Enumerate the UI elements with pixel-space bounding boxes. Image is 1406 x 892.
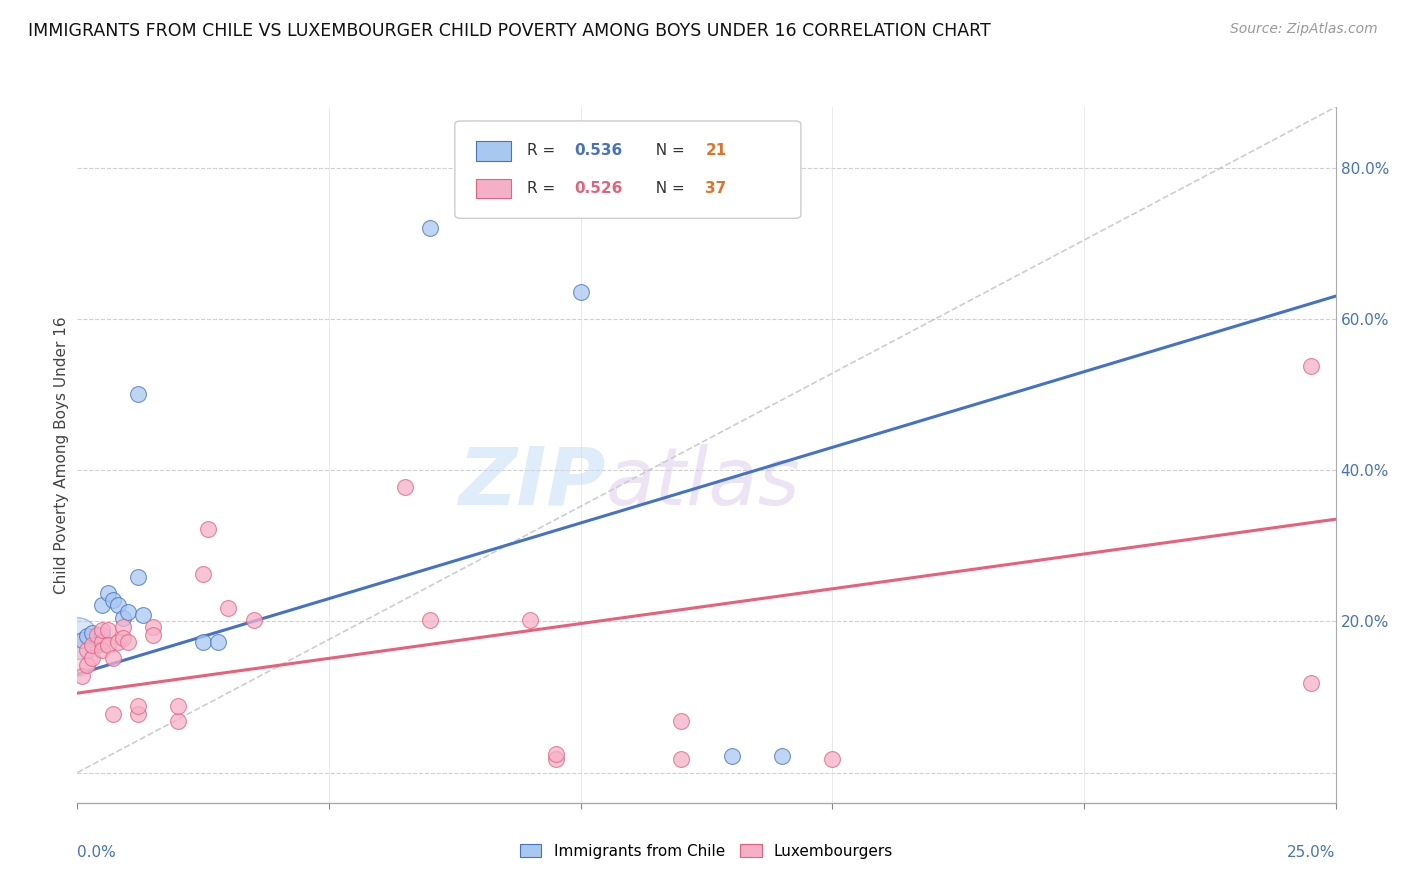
Point [720, 748, 742, 763]
Point [394, 480, 416, 494]
Text: 0.526: 0.526 [575, 181, 623, 196]
Point [91, 624, 114, 638]
Text: 25.0%: 25.0% [1288, 845, 1336, 860]
Point [167, 714, 190, 728]
Text: 37: 37 [706, 181, 727, 196]
Point [66, 648, 89, 663]
Point [72, 669, 94, 683]
Point [76, 658, 98, 673]
Point [821, 752, 844, 766]
Bar [477, 141, 512, 161]
Point [671, 752, 693, 766]
Legend: Immigrants from Chile, Luxembourgers: Immigrants from Chile, Luxembourgers [515, 838, 898, 864]
Point [142, 628, 165, 642]
Point [191, 567, 215, 582]
Point [96, 624, 118, 638]
Point [82, 650, 104, 665]
Point [111, 631, 134, 645]
Text: ZIP: ZIP [458, 443, 606, 522]
Point [86, 639, 108, 653]
Point [117, 635, 139, 649]
Text: IMMIGRANTS FROM CHILE VS LUXEMBOURGER CHILD POVERTY AMONG BOYS UNDER 16 CORRELAT: IMMIGRANTS FROM CHILE VS LUXEMBOURGER CH… [28, 22, 991, 40]
Point [671, 714, 693, 728]
Point [770, 748, 793, 763]
Point [127, 698, 149, 713]
Point [127, 570, 149, 584]
Point [66, 631, 89, 645]
Point [419, 613, 441, 627]
Point [96, 639, 118, 653]
Text: 21: 21 [706, 144, 727, 159]
Point [101, 650, 124, 665]
Point [111, 620, 134, 634]
Point [111, 610, 134, 624]
Text: N =: N = [647, 144, 690, 159]
Text: 0.0%: 0.0% [77, 845, 117, 860]
Point [544, 752, 567, 766]
Point [132, 608, 155, 623]
Point [569, 285, 592, 300]
Point [91, 643, 114, 657]
Point [101, 706, 124, 721]
Point [197, 522, 219, 536]
Text: 0.536: 0.536 [575, 144, 623, 159]
Point [519, 613, 541, 627]
Point [544, 747, 567, 761]
Point [72, 633, 94, 648]
Bar [477, 178, 512, 198]
FancyBboxPatch shape [456, 121, 801, 219]
Text: atlas: atlas [606, 443, 800, 522]
Point [76, 643, 98, 657]
Point [142, 620, 165, 634]
Point [217, 600, 239, 615]
Text: Source: ZipAtlas.com: Source: ZipAtlas.com [1230, 22, 1378, 37]
Text: R =: R = [527, 181, 560, 196]
Point [167, 698, 190, 713]
Text: R =: R = [527, 144, 560, 159]
Point [91, 598, 114, 612]
Point [76, 629, 98, 643]
Point [419, 221, 441, 235]
Point [86, 628, 108, 642]
Point [101, 593, 124, 607]
Point [117, 605, 139, 619]
Text: N =: N = [647, 181, 690, 196]
Point [91, 628, 114, 642]
Point [207, 635, 229, 649]
Point [242, 613, 264, 627]
Point [1299, 676, 1322, 690]
Point [107, 598, 129, 612]
Point [82, 625, 104, 640]
Point [127, 706, 149, 721]
Point [191, 635, 215, 649]
Point [127, 387, 149, 401]
Y-axis label: Child Poverty Among Boys Under 16: Child Poverty Among Boys Under 16 [53, 316, 69, 594]
Point [1299, 359, 1322, 373]
Point [96, 585, 118, 599]
Point [82, 639, 104, 653]
Point [91, 635, 114, 649]
Point [107, 635, 129, 649]
